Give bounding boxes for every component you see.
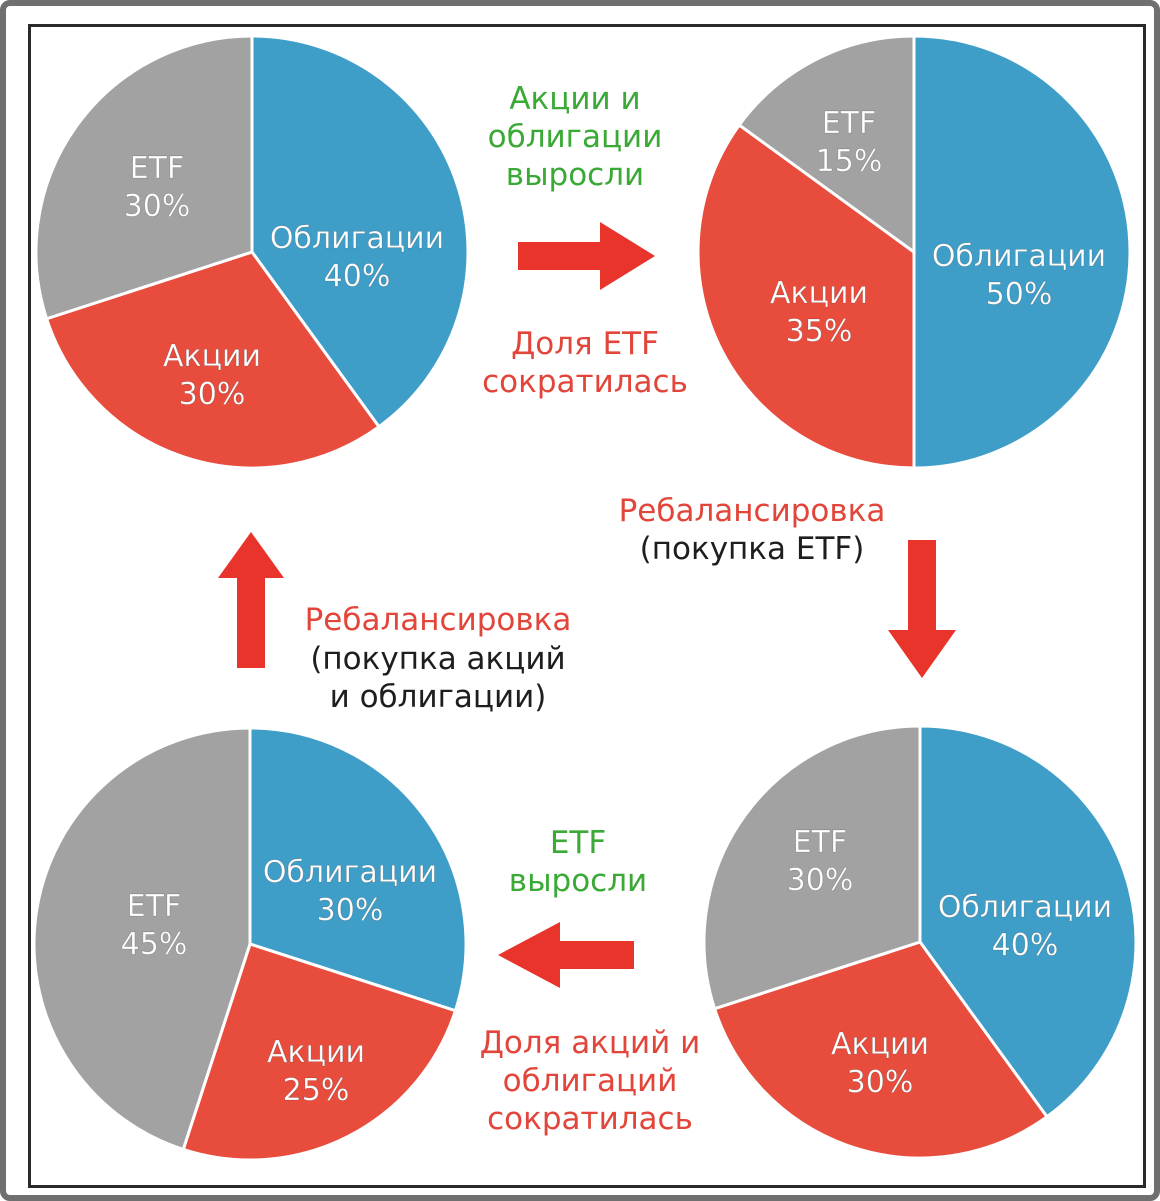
- slice-percent-stocks: 30%: [179, 377, 246, 412]
- slice-percent-bonds: 30%: [317, 893, 384, 928]
- slice-label-etf: ETF: [793, 825, 848, 860]
- slice-label-etf: ETF: [130, 151, 185, 186]
- caption-top-shrink: Доля ETF сократилась: [482, 326, 688, 400]
- slice-label-stocks: Акции: [831, 1027, 929, 1062]
- slice-label-stocks: Акции: [163, 339, 261, 374]
- pie-slice-etf: [32, 726, 252, 1152]
- slice-percent-etf: 15%: [816, 144, 883, 179]
- slice-label-etf: ETF: [822, 106, 877, 141]
- pie-slice-stocks: [181, 942, 458, 1162]
- arrow-right-icon: [518, 222, 655, 290]
- slice-percent-stocks: 30%: [847, 1065, 914, 1100]
- slice-label-etf: ETF: [127, 889, 182, 924]
- pie-slice-stocks: [712, 940, 1050, 1160]
- slice-percent-etf: 30%: [124, 189, 191, 224]
- slice-percent-stocks: 25%: [283, 1073, 350, 1108]
- arrow-down-icon: [888, 540, 956, 678]
- slice-label-bonds: Облигации: [938, 890, 1112, 925]
- caption-right-rebalance-title: Ребалансировка: [618, 493, 886, 529]
- slice-label-bonds: Облигации: [263, 855, 437, 890]
- pie-charts: Облигации40%Акции30%ETF30%Облигации50%Ак…: [32, 34, 1138, 1162]
- slice-percent-etf: 30%: [787, 863, 854, 898]
- pie-slice-etf: [737, 34, 916, 255]
- slice-label-stocks: Акции: [770, 276, 868, 311]
- slice-label-bonds: Облигации: [932, 239, 1106, 274]
- caption-top-growth: Акции и облигации выросли: [487, 81, 663, 193]
- slice-percent-stocks: 35%: [786, 314, 853, 349]
- pie-slice-etf: [702, 724, 922, 1011]
- pie-slice-stocks: [44, 250, 382, 470]
- pie-slice-stocks: [696, 122, 916, 470]
- caption-left-rebalance-note: (покупка акций и облигации): [310, 641, 566, 715]
- pie-slice-bonds: [918, 724, 1138, 1119]
- slice-percent-bonds: 40%: [324, 259, 391, 294]
- pie-slice-bonds: [250, 34, 470, 429]
- caption-bottom-growth: ETF выросли: [508, 825, 648, 899]
- pie-slice-bonds: [912, 34, 1132, 470]
- pie-slice-etf: [34, 34, 254, 321]
- caption-bottom-shrink: Доля акций и облигаций сократилась: [479, 1025, 701, 1137]
- arrows: [218, 222, 956, 988]
- arrow-up-icon: [218, 532, 284, 668]
- pie-slice-bonds: [248, 726, 468, 1013]
- slice-percent-bonds: 40%: [992, 928, 1059, 963]
- slice-percent-etf: 45%: [121, 927, 188, 962]
- slice-label-stocks: Акции: [267, 1035, 365, 1070]
- caption-right-rebalance-note: (покупка ETF): [639, 531, 865, 567]
- slice-label-bonds: Облигации: [270, 221, 444, 256]
- caption-left-rebalance-title: Ребалансировка: [304, 602, 572, 638]
- slice-percent-bonds: 50%: [986, 277, 1053, 312]
- arrow-left-icon: [498, 922, 634, 988]
